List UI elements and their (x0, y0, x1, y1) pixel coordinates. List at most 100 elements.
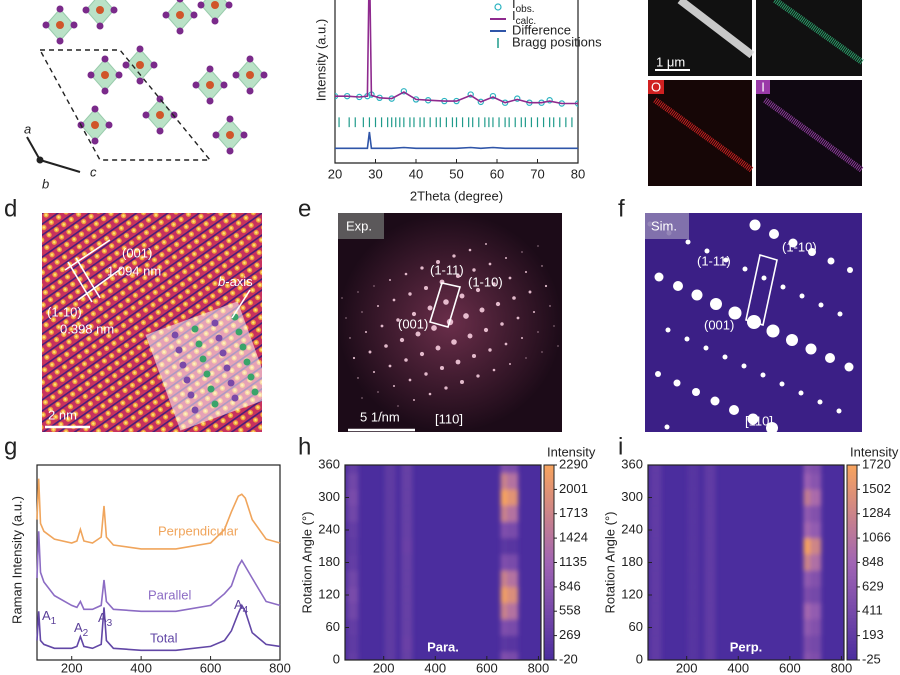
peak-label-sub: 2 (83, 628, 89, 639)
colorbar-step (544, 546, 554, 550)
colorbar-step (544, 608, 554, 612)
heatmap-cell (687, 505, 699, 522)
heatmap-cell (704, 473, 716, 490)
legend-entry: Icalc. (512, 8, 536, 26)
heatmap-cell (803, 651, 815, 660)
panel-label: f (618, 195, 625, 222)
colorbar-step (544, 653, 554, 658)
colorbar-step (847, 575, 857, 580)
diffraction-spot (451, 339, 457, 345)
heatmap-cell (347, 489, 359, 506)
colorbar-step (847, 627, 857, 632)
diffraction-spot (827, 257, 835, 265)
diffraction-spot (654, 272, 664, 282)
diffraction-spot (504, 342, 508, 346)
diffraction-spot (444, 386, 448, 390)
heatmap-cell (500, 570, 512, 587)
y-tick-label: 120 (318, 586, 340, 601)
y-axis-label: Rotation Angle (°) (299, 511, 314, 613)
heatmap-cell (803, 521, 815, 539)
heatmap-cells (650, 465, 822, 660)
colorbar-step (847, 523, 857, 528)
atom (223, 364, 231, 372)
octahedron (82, 0, 118, 30)
diffraction-spot (377, 305, 379, 307)
diffraction-spot (472, 268, 476, 272)
colorbar-step (847, 591, 857, 596)
heatmap-cell (500, 473, 512, 490)
diffraction-spot (399, 337, 405, 343)
observed-point (400, 88, 408, 95)
atom (175, 346, 183, 354)
heatmap-cell (650, 570, 662, 587)
atom (211, 400, 219, 408)
diffraction-spot (673, 379, 681, 387)
colorbar-step (544, 504, 554, 508)
colorbar-step (544, 614, 554, 619)
colorbar-tick-label: 1720 (862, 456, 891, 471)
diffraction-spot (728, 306, 742, 320)
panel-label: h (298, 433, 311, 460)
heatmap-cell (384, 489, 396, 506)
colorbar-step (847, 614, 857, 619)
heatmap-cell (500, 586, 512, 604)
heatmap-cell (507, 521, 519, 539)
heatmap-cell (384, 473, 396, 490)
diffraction-spot (528, 290, 532, 294)
diffraction-spot (455, 273, 461, 279)
octahedron (87, 55, 123, 95)
colorbar-step (847, 504, 857, 508)
colorbar-step (847, 643, 857, 648)
panel-label: i (618, 433, 623, 460)
colorbar-step (544, 481, 554, 485)
heatmap-cell (384, 635, 396, 652)
colorbar-step (544, 627, 554, 632)
diffraction-spot (710, 298, 722, 310)
heatmap-cell (500, 465, 512, 474)
colorbar-step (544, 621, 554, 625)
heatmap-cell (507, 586, 519, 604)
diffraction-spot (492, 368, 496, 372)
atom (239, 343, 247, 351)
heatmap-cell (401, 489, 413, 506)
colorbar-step (544, 556, 554, 560)
colorbar-step (847, 513, 857, 518)
heatmap-cell (687, 538, 699, 555)
colorbar-step (847, 539, 857, 544)
heatmap-cell (810, 619, 822, 636)
colorbar-step (544, 637, 554, 641)
diffraction-spot (844, 362, 854, 372)
heatmap-cell (507, 635, 519, 652)
diffraction-spot (509, 363, 511, 365)
heatmap-cell (347, 651, 359, 660)
y-tick-label: 0 (636, 651, 643, 666)
heatmap-cell (500, 619, 512, 636)
colorbar-step (544, 588, 554, 593)
diffraction-spot (723, 257, 729, 263)
diffraction-spot (524, 270, 528, 274)
diffraction-spot (389, 279, 391, 281)
diffraction-spot (749, 219, 761, 231)
colorbar-step (847, 487, 857, 492)
colorbar-step (847, 500, 857, 505)
colorbar-step (847, 507, 857, 511)
spectrum-line (36, 531, 281, 613)
heatmap-cell (803, 489, 815, 506)
diffraction-spot (384, 344, 388, 348)
heatmap-cell (347, 554, 359, 571)
heatmap-cell (650, 505, 662, 522)
colorbar-title: Intensity (547, 444, 596, 459)
colorbar-step (847, 582, 857, 586)
diffraction-spot (431, 325, 437, 331)
colorbar-step (544, 471, 554, 476)
colorbar-step (544, 572, 554, 576)
diffraction-spot (368, 350, 372, 354)
heatmap-cell (687, 554, 699, 571)
lattice-label: (001) (122, 245, 152, 260)
heatmap-cell (384, 619, 396, 636)
diffraction-spot (512, 296, 516, 300)
colorbar-step (847, 520, 857, 524)
heatmap-cell (803, 603, 815, 620)
y-tick-label: 0 (333, 651, 340, 666)
diffraction-spot (766, 324, 780, 338)
